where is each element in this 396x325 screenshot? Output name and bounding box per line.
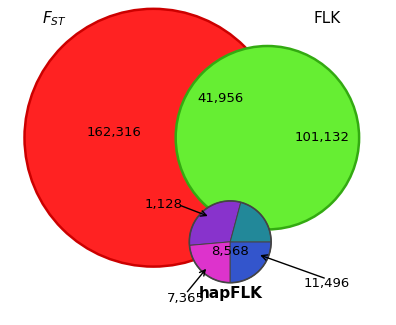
Text: 1,128: 1,128	[144, 198, 182, 211]
Circle shape	[176, 46, 359, 229]
Text: 162,316: 162,316	[86, 126, 141, 139]
Text: $F_{ST}$: $F_{ST}$	[42, 9, 67, 28]
Wedge shape	[189, 242, 230, 283]
Wedge shape	[189, 201, 241, 245]
Text: 7,365: 7,365	[167, 292, 205, 305]
Text: hapFLK: hapFLK	[198, 286, 262, 301]
Text: 11,496: 11,496	[304, 278, 350, 291]
Wedge shape	[230, 242, 271, 283]
Text: 41,956: 41,956	[197, 92, 244, 105]
Text: 8,568: 8,568	[211, 245, 249, 258]
Circle shape	[25, 9, 282, 266]
Text: 101,132: 101,132	[295, 131, 349, 144]
Wedge shape	[230, 202, 271, 242]
Text: FLK: FLK	[313, 11, 341, 26]
